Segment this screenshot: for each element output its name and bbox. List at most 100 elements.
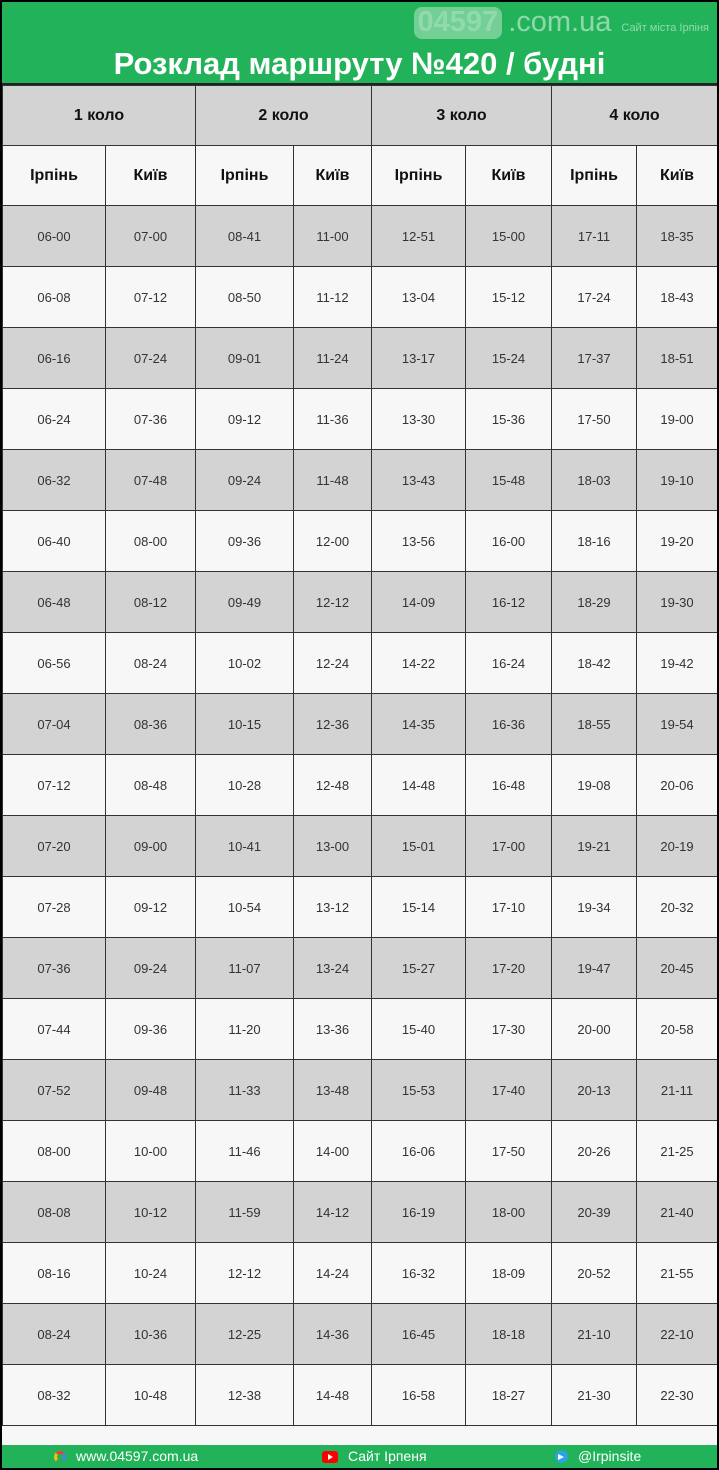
time-cell: 12-12 <box>195 1242 294 1304</box>
table-row: 07-20 09-00 10-41 13-00 15-01 17-00 19-21 20-19 <box>2 815 717 877</box>
time-cell: 17-50 <box>465 1120 552 1182</box>
time-cell: 09-12 <box>195 388 294 450</box>
time-cell: 15-14 <box>371 876 466 938</box>
time-cell: 08-41 <box>195 205 294 267</box>
time-cell: 07-36 <box>105 388 196 450</box>
time-cell: 13-24 <box>293 937 372 999</box>
time-cell: 20-00 <box>551 998 637 1060</box>
column-header: Ірпінь <box>551 145 637 206</box>
time-cell: 10-36 <box>105 1303 196 1365</box>
time-cell: 19-20 <box>636 510 717 572</box>
footer-website[interactable]: www.04597.com.ua <box>54 1445 198 1468</box>
time-cell: 08-36 <box>105 693 196 755</box>
time-cell: 20-13 <box>551 1059 637 1121</box>
time-cell: 21-11 <box>636 1059 717 1121</box>
time-cell: 18-43 <box>636 266 717 328</box>
time-cell: 21-25 <box>636 1120 717 1182</box>
time-cell: 18-55 <box>551 693 637 755</box>
time-cell: 08-12 <box>105 571 196 633</box>
time-cell: 18-00 <box>465 1181 552 1243</box>
time-cell: 10-28 <box>195 754 294 816</box>
time-cell: 06-16 <box>2 327 106 389</box>
time-cell: 18-09 <box>465 1242 552 1304</box>
time-cell: 09-48 <box>105 1059 196 1121</box>
time-cell: 07-20 <box>2 815 106 877</box>
time-cell: 19-54 <box>636 693 717 755</box>
time-cell: 15-53 <box>371 1059 466 1121</box>
footer-youtube[interactable]: Сайт Ірпеня <box>322 1445 427 1468</box>
time-cell: 09-00 <box>105 815 196 877</box>
time-cell: 19-47 <box>551 937 637 999</box>
time-cell: 18-27 <box>465 1364 552 1426</box>
time-cell: 12-36 <box>293 693 372 755</box>
time-cell: 14-00 <box>293 1120 372 1182</box>
website-link[interactable]: www.04597.com.ua <box>76 1448 199 1464</box>
time-cell: 20-19 <box>636 815 717 877</box>
time-cell: 17-40 <box>465 1059 552 1121</box>
time-cell: 20-32 <box>636 876 717 938</box>
time-cell: 13-04 <box>371 266 466 328</box>
time-cell: 06-40 <box>2 510 106 572</box>
time-cell: 16-32 <box>371 1242 466 1304</box>
group-header-row: 1 коло 2 коло 3 коло 4 коло <box>2 85 717 146</box>
page-title: Розклад маршруту №420 / будні <box>113 46 606 81</box>
time-cell: 11-12 <box>293 266 372 328</box>
group-header: 4 коло <box>551 85 717 146</box>
column-header: Ірпінь <box>2 145 106 206</box>
time-cell: 12-25 <box>195 1303 294 1365</box>
table-row: 06-48 08-12 09-49 12-12 14-09 16-12 18-29 19-30 <box>2 571 717 633</box>
time-cell: 17-37 <box>551 327 637 389</box>
table-row: 07-52 09-48 11-33 13-48 15-53 17-40 20-13 21-11 <box>2 1059 717 1121</box>
time-cell: 17-20 <box>465 937 552 999</box>
telegram-icon <box>555 1450 568 1463</box>
time-cell: 13-56 <box>371 510 466 572</box>
time-cell: 06-32 <box>2 449 106 511</box>
time-cell: 13-30 <box>371 388 466 450</box>
time-cell: 19-21 <box>551 815 637 877</box>
time-cell: 06-00 <box>2 205 106 267</box>
time-cell: 06-56 <box>2 632 106 694</box>
time-cell: 16-00 <box>465 510 552 572</box>
table-row: 08-00 10-00 11-46 14-00 16-06 17-50 20-26 21-25 <box>2 1120 717 1182</box>
time-cell: 08-50 <box>195 266 294 328</box>
table-row: 07-44 09-36 11-20 13-36 15-40 17-30 20-00 20-58 <box>2 998 717 1060</box>
logo-subtitle: Сайт міста Ірпіня <box>621 22 709 34</box>
time-cell: 08-48 <box>105 754 196 816</box>
time-cell: 14-35 <box>371 693 466 755</box>
google-icon <box>54 1450 66 1463</box>
table-row: 08-24 10-36 12-25 14-36 16-45 18-18 21-10 22-10 <box>2 1303 717 1365</box>
time-cell: 11-36 <box>293 388 372 450</box>
logo-bubble-icon <box>413 7 503 39</box>
time-cell: 09-36 <box>105 998 196 1060</box>
table-row: 06-56 08-24 10-02 12-24 14-22 16-24 18-42 19-42 <box>2 632 717 694</box>
column-header: Київ <box>105 145 196 206</box>
time-cell: 11-48 <box>293 449 372 511</box>
time-cell: 14-36 <box>293 1303 372 1365</box>
footer-telegram[interactable]: @Irpinsite <box>555 1445 641 1468</box>
time-cell: 08-24 <box>2 1303 106 1365</box>
time-cell: 21-10 <box>551 1303 637 1365</box>
time-cell: 14-48 <box>371 754 466 816</box>
time-cell: 20-26 <box>551 1120 637 1182</box>
table-row: 06-00 07-00 08-41 11-00 12-51 15-00 17-11 18-35 <box>2 205 717 267</box>
time-cell: 11-07 <box>195 937 294 999</box>
footer: www.04597.com.ua Сайт Ірпеня @Irpinsite <box>2 1445 717 1468</box>
time-cell: 17-11 <box>551 205 637 267</box>
time-cell: 12-38 <box>195 1364 294 1426</box>
time-cell: 14-24 <box>293 1242 372 1304</box>
time-cell: 07-52 <box>2 1059 106 1121</box>
time-cell: 07-28 <box>2 876 106 938</box>
time-cell: 15-24 <box>465 327 552 389</box>
time-cell: 13-48 <box>293 1059 372 1121</box>
time-cell: 20-06 <box>636 754 717 816</box>
time-cell: 07-12 <box>105 266 196 328</box>
telegram-link[interactable]: @Irpinsite <box>578 1448 642 1464</box>
time-cell: 16-48 <box>465 754 552 816</box>
youtube-link[interactable]: Сайт Ірпеня <box>348 1448 427 1464</box>
time-cell: 10-15 <box>195 693 294 755</box>
time-cell: 19-30 <box>636 571 717 633</box>
time-cell: 18-29 <box>551 571 637 633</box>
title-bar <box>2 2 717 85</box>
group-header: 2 коло <box>195 85 372 146</box>
